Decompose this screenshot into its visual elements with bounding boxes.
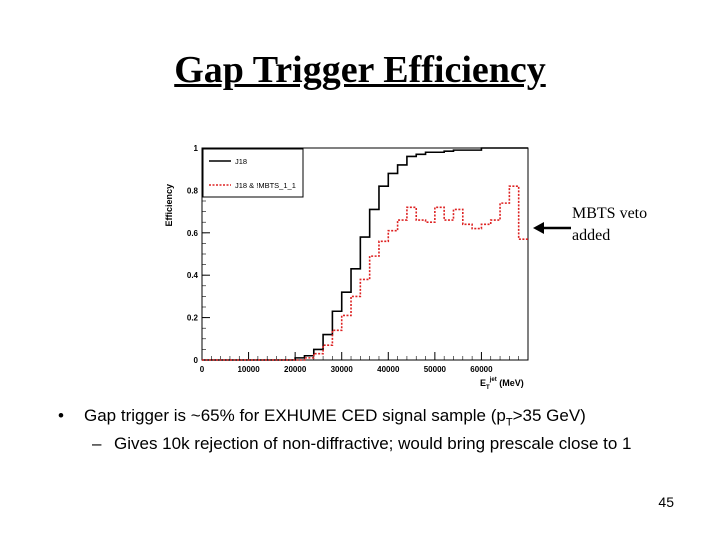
sub-bullet-marker: – <box>92 434 102 454</box>
annotation: MBTS veto added <box>572 203 682 247</box>
bullet-text-sub: T <box>505 416 513 429</box>
bullet-marker: • <box>58 406 64 425</box>
y-tick-label: 0.8 <box>187 186 199 195</box>
y-axis-label: Efficiency <box>164 184 174 227</box>
page-number: 45 <box>658 494 674 510</box>
sub-bullet-item: – Gives 10k rejection of non-diffractive… <box>58 434 718 454</box>
efficiency-chart: Efficiency 0 0.2 0.4 0.6 0.8 1 0 10000 20000 30000… <box>160 140 540 392</box>
x-tick-label: 30000 <box>331 365 354 374</box>
x-tick-label: 20000 <box>284 365 307 374</box>
x-tick-label: 10000 <box>237 365 260 374</box>
bullet-list: • Gap trigger is ~65% for EXHUME CED sig… <box>58 406 718 454</box>
legend-label: J18 <box>235 157 247 166</box>
bullet-text-post: >35 GeV) <box>512 406 586 425</box>
bullet-item: • Gap trigger is ~65% for EXHUME CED sig… <box>58 406 718 428</box>
bullet-text-pre: Gap trigger is ~65% for EXHUME CED signa… <box>84 406 506 425</box>
annotation-line2: added <box>572 227 611 244</box>
sub-bullet-text: Gives 10k rejection of non-diffractive; … <box>114 434 632 454</box>
y-tick-label: 0.6 <box>187 229 199 238</box>
arrow-left-icon <box>533 222 571 234</box>
slide-title: Gap Trigger Efficiency <box>174 49 546 91</box>
x-tick-label: 60000 <box>470 365 493 374</box>
y-tick-label: 1 <box>194 144 199 153</box>
x-tick-label: 0 <box>200 365 205 374</box>
x-tick-label: 50000 <box>424 365 447 374</box>
y-tick-label: 0.2 <box>187 314 199 323</box>
y-tick-label: 0.4 <box>187 271 199 280</box>
legend-box <box>202 148 304 198</box>
y-tick-label: 0 <box>194 356 199 365</box>
legend-label: J18 & !MBTS_1_1 <box>235 181 296 190</box>
annotation-line1: MBTS veto <box>572 205 648 222</box>
x-tick-label: 40000 <box>377 365 400 374</box>
x-axis-label: ETjet (MeV) <box>480 377 524 391</box>
series-line-2 <box>202 185 528 361</box>
